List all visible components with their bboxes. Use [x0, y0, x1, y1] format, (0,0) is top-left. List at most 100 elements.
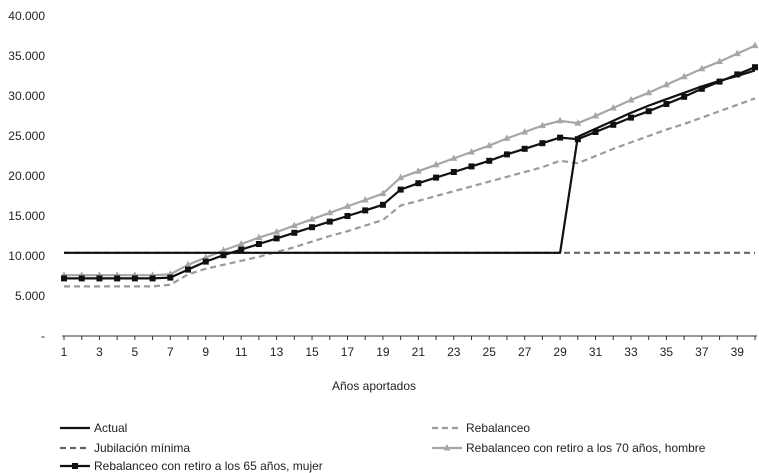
legend-item: Actual	[60, 421, 127, 435]
data-point-triangle	[645, 88, 653, 96]
y-tick-label: 30.000	[8, 89, 45, 103]
y-tick-label: 40.000	[8, 9, 45, 23]
data-point-square	[663, 101, 670, 107]
data-point-square	[468, 163, 475, 170]
data-point-square	[149, 275, 156, 282]
y-tick-label: -	[41, 329, 45, 343]
x-axis-tick-labels: 1 3 5 7 9 11 13 15 17 19 21 23 25 27 29 31 33 35 37 39	[61, 345, 745, 359]
data-point-triangle	[308, 215, 316, 222]
data-point-square	[131, 275, 138, 282]
series-line	[64, 69, 756, 254]
x-tick-label: 11	[235, 345, 248, 359]
data-point-square	[61, 275, 67, 282]
data-point-square	[397, 186, 404, 193]
data-point-triangle	[592, 112, 600, 119]
data-point-triangle	[733, 49, 741, 57]
y-tick-label: 5.000	[15, 289, 45, 303]
data-point-triangle	[485, 141, 493, 149]
data-point-square	[592, 129, 599, 135]
data-point-triangle	[556, 116, 564, 124]
legend-item: Rebalanceo con retiro a los 70 años, hom…	[432, 441, 706, 455]
data-point-square	[645, 108, 652, 115]
data-point-triangle	[716, 57, 724, 65]
data-point-triangle	[698, 64, 706, 72]
data-point-triangle	[219, 246, 227, 253]
data-point-square	[716, 78, 723, 85]
x-tick-label: 35	[660, 345, 674, 359]
data-point-triangle	[574, 119, 582, 126]
data-point-square	[291, 229, 298, 236]
data-point-square	[752, 64, 758, 71]
data-point-triangle	[751, 41, 759, 49]
data-point-triangle	[662, 80, 670, 88]
data-point-triangle	[255, 233, 263, 241]
y-tick-label: 15.000	[8, 209, 45, 223]
x-tick-label: 7	[167, 345, 174, 359]
series-path	[64, 66, 756, 280]
data-point-square	[114, 275, 121, 282]
legend-marker-square	[72, 463, 78, 469]
data-point-triangle	[627, 96, 635, 103]
data-point-square	[415, 180, 422, 187]
legend-label: Rebalanceo con retiro a los 70 años, hom…	[466, 441, 706, 455]
x-tick-label: 27	[518, 345, 532, 359]
data-point-triangle	[202, 253, 210, 261]
legend: Actual Rebalanceo Jubilación mínima Rebalan…	[60, 421, 706, 473]
data-point-square	[681, 93, 688, 100]
x-tick-label: 19	[376, 345, 390, 359]
x-tick-label: 21	[412, 345, 426, 359]
legend-label: Rebalanceo con retiro a los 65 años, muj…	[94, 459, 323, 473]
data-point-triangle	[184, 260, 192, 268]
data-point-triangle	[326, 208, 334, 216]
data-point-square	[503, 151, 510, 158]
legend-item: Rebalanceo con retiro a los 65 años, muj…	[60, 459, 323, 473]
data-point-square	[344, 213, 351, 219]
data-point-square	[433, 174, 440, 181]
data-point-triangle	[680, 72, 688, 80]
series-square-line	[61, 64, 758, 282]
y-tick-label: 20.000	[8, 169, 45, 183]
data-point-square	[309, 224, 316, 231]
data-point-triangle	[503, 134, 511, 141]
data-point-square	[273, 235, 280, 242]
y-axis-tick-labels: - 5.000 10.000 15.000 20.000 25.000 30.000 35.0…	[8, 9, 45, 343]
data-point-triangle	[521, 128, 529, 135]
series-path	[64, 44, 756, 277]
data-point-triangle	[468, 148, 476, 155]
legend-marker-triangle	[443, 444, 451, 451]
x-tick-label: 13	[270, 345, 284, 359]
x-tick-label: 29	[553, 345, 567, 359]
data-point-square	[96, 275, 103, 282]
data-point-square	[326, 218, 333, 225]
data-point-square	[238, 246, 245, 253]
y-tick-label: 10.000	[8, 249, 45, 263]
legend-label: Jubilación mínima	[94, 441, 190, 455]
x-tick-label: 39	[731, 345, 745, 359]
data-point-triangle	[273, 228, 281, 235]
data-point-triangle	[290, 221, 298, 229]
data-point-square	[539, 140, 546, 147]
data-point-square	[486, 157, 493, 164]
x-tick-label: 17	[341, 345, 355, 359]
x-tick-label: 9	[202, 345, 209, 359]
data-point-square	[362, 207, 369, 214]
data-point-square	[379, 201, 386, 208]
x-tick-label: 15	[305, 345, 319, 359]
legend-label: Rebalanceo	[466, 421, 530, 435]
data-point-square	[167, 274, 174, 281]
data-point-square	[185, 266, 192, 273]
data-point-triangle	[343, 202, 351, 209]
legend-item: Jubilación mínima	[60, 441, 190, 455]
legend-item: Rebalanceo	[432, 421, 530, 435]
x-axis-ticks	[63, 336, 756, 340]
series-line	[64, 97, 756, 288]
data-point-triangle	[237, 240, 245, 247]
x-tick-label: 1	[61, 345, 68, 359]
data-point-square	[627, 114, 634, 121]
data-point-triangle	[397, 173, 405, 181]
data-point-square	[521, 145, 528, 152]
x-tick-label: 31	[589, 345, 603, 359]
data-point-square	[220, 252, 227, 259]
series-triangle-line	[60, 41, 759, 278]
